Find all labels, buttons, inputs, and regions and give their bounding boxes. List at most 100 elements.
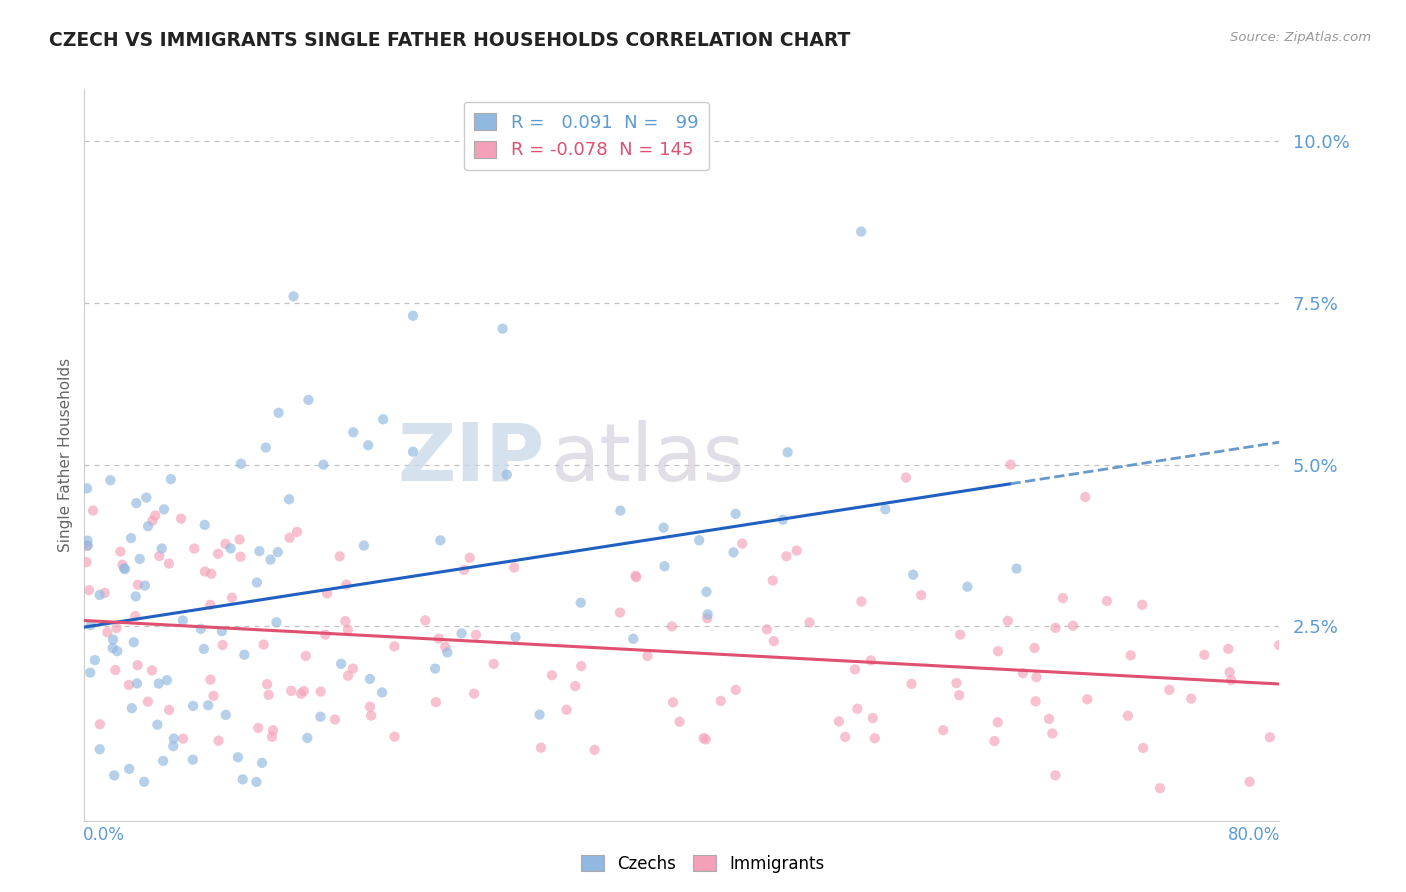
Point: [453, 563, 475, 577]
Point: [211, 638, 233, 652]
Point: [159, 472, 181, 486]
Point: [1045, 768, 1067, 782]
Point: [1132, 741, 1154, 756]
Point: [1119, 648, 1142, 663]
Point: [688, 533, 710, 548]
Point: [280, 683, 302, 698]
Point: [1239, 774, 1261, 789]
Point: [247, 721, 270, 735]
Point: [423, 662, 446, 676]
Point: [278, 492, 301, 507]
Point: [76, 539, 98, 553]
Point: [172, 731, 194, 746]
Point: [134, 578, 156, 592]
Point: [127, 658, 149, 673]
Point: [637, 648, 659, 663]
Point: [359, 672, 381, 686]
Point: [103, 768, 125, 782]
Point: [1052, 591, 1074, 606]
Point: [290, 687, 312, 701]
Point: [295, 648, 318, 663]
Text: 80.0%: 80.0%: [1229, 827, 1281, 845]
Point: [1025, 670, 1047, 684]
Point: [194, 565, 217, 579]
Point: [229, 457, 252, 471]
Point: [360, 708, 382, 723]
Point: [530, 740, 553, 755]
Point: [267, 545, 290, 559]
Point: [495, 467, 517, 482]
Point: [851, 594, 873, 608]
Point: [696, 607, 718, 622]
Point: [247, 544, 270, 558]
Point: [482, 657, 505, 671]
Point: [219, 541, 242, 556]
Point: [76, 555, 98, 569]
Point: [148, 549, 170, 563]
Point: [1116, 708, 1139, 723]
Point: [283, 289, 305, 303]
Point: [80, 618, 103, 632]
Point: [353, 539, 375, 553]
Point: [253, 638, 276, 652]
Point: [79, 665, 101, 680]
Point: [89, 717, 111, 731]
Point: [336, 669, 359, 683]
Point: [987, 715, 1010, 730]
Point: [492, 321, 515, 335]
Point: [450, 626, 472, 640]
Point: [285, 524, 308, 539]
Point: [101, 632, 124, 647]
Point: [723, 545, 745, 559]
Point: [983, 734, 1005, 748]
Point: [1040, 726, 1063, 740]
Point: [105, 644, 128, 658]
Point: [1149, 781, 1171, 796]
Point: [136, 519, 159, 533]
Point: [775, 549, 797, 564]
Point: [125, 676, 148, 690]
Point: [894, 470, 917, 484]
Point: [624, 570, 647, 584]
Point: [1268, 638, 1291, 652]
Point: [402, 309, 425, 323]
Point: [668, 714, 690, 729]
Point: [200, 566, 222, 581]
Point: [121, 701, 143, 715]
Point: [652, 521, 675, 535]
Point: [1045, 621, 1067, 635]
Point: [662, 695, 685, 709]
Text: atlas: atlas: [551, 419, 745, 498]
Point: [696, 611, 718, 625]
Point: [336, 623, 359, 637]
Point: [692, 731, 714, 746]
Point: [297, 731, 319, 745]
Point: [862, 711, 884, 725]
Point: [384, 640, 406, 654]
Point: [844, 662, 866, 676]
Point: [762, 574, 785, 588]
Point: [425, 695, 447, 709]
Point: [654, 559, 676, 574]
Point: [146, 717, 169, 731]
Point: [569, 659, 592, 673]
Point: [77, 583, 100, 598]
Point: [214, 537, 236, 551]
Point: [710, 694, 733, 708]
Point: [135, 491, 157, 505]
Point: [1012, 666, 1035, 681]
Point: [260, 730, 283, 744]
Point: [120, 531, 142, 545]
Point: [136, 695, 159, 709]
Point: [207, 733, 229, 747]
Point: [181, 698, 204, 713]
Point: [250, 756, 273, 770]
Point: [949, 627, 972, 641]
Point: [786, 543, 808, 558]
Point: [76, 539, 98, 553]
Point: [1180, 691, 1202, 706]
Point: [157, 703, 180, 717]
Point: [505, 630, 527, 644]
Point: [564, 679, 586, 693]
Point: [357, 438, 380, 452]
